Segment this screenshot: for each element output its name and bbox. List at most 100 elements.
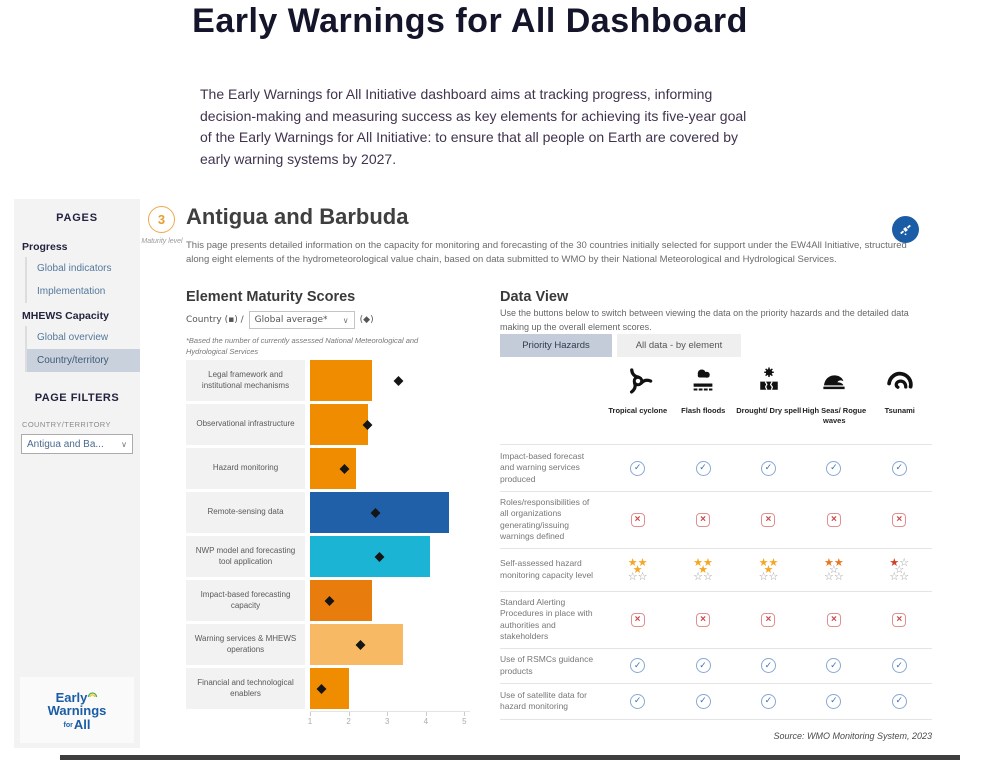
- table-cell: ✓: [867, 658, 932, 674]
- satellite-icon[interactable]: [892, 216, 919, 243]
- hazard-column-drought-dry-spell: Drought/ Dry spell: [736, 366, 802, 426]
- star-filled-icon: ★: [758, 556, 769, 570]
- axis-tick: [425, 712, 427, 716]
- maturity-chart-footnote: *Based the number of currently assessed …: [186, 336, 419, 356]
- sidebar-item-implementation[interactable]: Implementation: [37, 286, 106, 297]
- check-icon: ✓: [630, 693, 646, 709]
- star-empty-icon: ☆: [894, 563, 905, 577]
- data-view-button-all-data-by-element[interactable]: All data - by element: [617, 334, 741, 357]
- maturity-chart-title: Element Maturity Scores: [186, 289, 356, 305]
- cross-icon: ×: [892, 512, 907, 527]
- hazard-column-tropical-cyclone: Tropical cyclone: [605, 366, 671, 426]
- axis-tick: [310, 712, 311, 716]
- star-empty-icon: ☆: [703, 570, 713, 584]
- star-filled-icon: ★: [693, 556, 704, 570]
- check-icon: ✓: [891, 693, 907, 709]
- cross-icon: ×: [696, 612, 711, 627]
- cross-icon: ×: [696, 512, 711, 527]
- drought-icon: [754, 366, 784, 401]
- chart-bar-track: [310, 404, 486, 445]
- cyclone-icon: [623, 366, 653, 401]
- table-cell: ★★ ★ ☆☆: [605, 556, 670, 582]
- chart-bar-track: [310, 536, 486, 577]
- star-rating: ★★ ☆ ☆☆: [824, 557, 844, 584]
- table-row: Roles/responsibilities of all organizati…: [500, 491, 932, 548]
- chart-row: Hazard monitoring: [186, 448, 486, 489]
- country-score-bar: [310, 360, 372, 401]
- star-empty-icon: ☆: [833, 570, 844, 584]
- sidebar-section-items: Global indicators Implementation: [25, 257, 140, 303]
- sidebar-section-title: MHEWS Capacity: [22, 310, 109, 322]
- star-rating: ★★ ★ ☆☆: [758, 556, 779, 584]
- hazard-label: Tropical cyclone: [608, 406, 668, 415]
- data-view-button-priority-hazards[interactable]: Priority Hazards: [500, 334, 612, 357]
- table-cell: ×: [801, 612, 866, 627]
- chart-category-label: Impact-based forecasting capacity: [186, 580, 305, 621]
- table-cell: ✓: [670, 658, 735, 674]
- sidebar-section-items: Global overview Country/territory: [25, 326, 140, 372]
- axis-tick: [348, 712, 350, 716]
- country-score-bar: [310, 536, 430, 577]
- sidebar-pages-header: PAGES: [56, 212, 98, 224]
- country-description: This page presents detailed information …: [186, 240, 907, 266]
- axis-tick-label: 2: [346, 717, 351, 726]
- star-filled-icon: ★: [889, 556, 900, 570]
- table-cell: ×: [670, 612, 735, 627]
- logo-line1: Early: [55, 690, 88, 706]
- chart-row: Warning services & MHEWS operations: [186, 624, 486, 665]
- table-row-label: Use of satellite data for hazard monitor…: [500, 689, 587, 712]
- country-legend-label: Country (▪) /: [186, 315, 244, 325]
- chart-bar-track: [310, 360, 486, 401]
- check-icon: ✓: [891, 658, 907, 674]
- sidebar-filters-header: PAGE FILTERS: [34, 392, 120, 404]
- chart-category-label: Remote-sensing data: [186, 492, 305, 533]
- axis-tick-label: 4: [423, 717, 429, 726]
- country-filter-select[interactable]: Antigua and Ba... ∨: [21, 434, 133, 454]
- maturity-level-badge: 3: [148, 206, 175, 233]
- table-cell: ✓: [867, 693, 932, 709]
- table-row: Use of RSMCs guidance products ✓ ✓ ✓ ✓ ✓: [500, 647, 932, 683]
- data-view-title: Data View: [500, 289, 569, 305]
- chart-category-label: NWP model and forecasting tool applicati…: [186, 536, 305, 577]
- star-filled-icon: ★: [627, 556, 638, 570]
- star-filled-icon: ★: [703, 556, 713, 570]
- country-title: Antigua and Barbuda: [186, 204, 409, 229]
- table-row: Standard Alerting Procedures in place wi…: [500, 590, 932, 648]
- sidebar-item-country-territory[interactable]: Country/territory: [27, 349, 140, 372]
- star-empty-icon: ☆: [693, 570, 704, 584]
- chart-bar-track: [310, 668, 486, 709]
- table-row-label: Standard Alerting Procedures in place wi…: [500, 596, 593, 642]
- chart-bar-track: [310, 624, 486, 665]
- table-row: Use of satellite data for hazard monitor…: [500, 682, 932, 719]
- chart-row: Observational infrastructure: [186, 404, 486, 445]
- table-cell: ✓: [736, 460, 801, 476]
- check-icon: ✓: [695, 658, 711, 674]
- table-cell: ×: [867, 612, 932, 627]
- country-score-bar: [310, 668, 349, 709]
- table-row-label: Roles/responsibilities of all organizati…: [500, 497, 590, 542]
- hazard-column-flash-floods: Flash floods: [671, 366, 737, 426]
- axis-tick: [387, 712, 389, 716]
- sidebar-item-global-indicators[interactable]: Global indicators: [37, 263, 112, 274]
- star-empty-icon: ☆: [889, 570, 900, 584]
- chart-axis: 1 2 3 4 5: [308, 711, 470, 728]
- star-rating: ★☆ ☆ ☆☆: [889, 556, 909, 584]
- check-icon: ✓: [760, 693, 776, 709]
- check-icon: ✓: [760, 658, 776, 674]
- sidebar-sections: Progress Global indicators Implementation M…: [14, 234, 140, 372]
- hazard-columns: Tropical cyclone Flash floods Drought/ Dry…: [605, 366, 933, 426]
- table-cell: ★★ ★ ☆☆: [670, 556, 735, 584]
- star-empty-icon: ☆: [758, 570, 769, 584]
- cross-icon: ×: [761, 512, 776, 527]
- cross-icon: ×: [630, 512, 645, 527]
- sidebar-item-global-overview[interactable]: Global overview: [37, 332, 109, 343]
- check-icon: ✓: [695, 460, 711, 476]
- table-cell: ✓: [801, 460, 866, 476]
- star-filled-icon: ★: [763, 563, 774, 577]
- check-icon: ✓: [826, 460, 842, 476]
- global-average-select[interactable]: Global average* ∨: [248, 311, 355, 329]
- check-icon: ✓: [826, 693, 842, 709]
- star-filled-icon: ★: [632, 563, 643, 577]
- table-cell: ×: [736, 612, 801, 627]
- table-cell: ✓: [736, 693, 801, 709]
